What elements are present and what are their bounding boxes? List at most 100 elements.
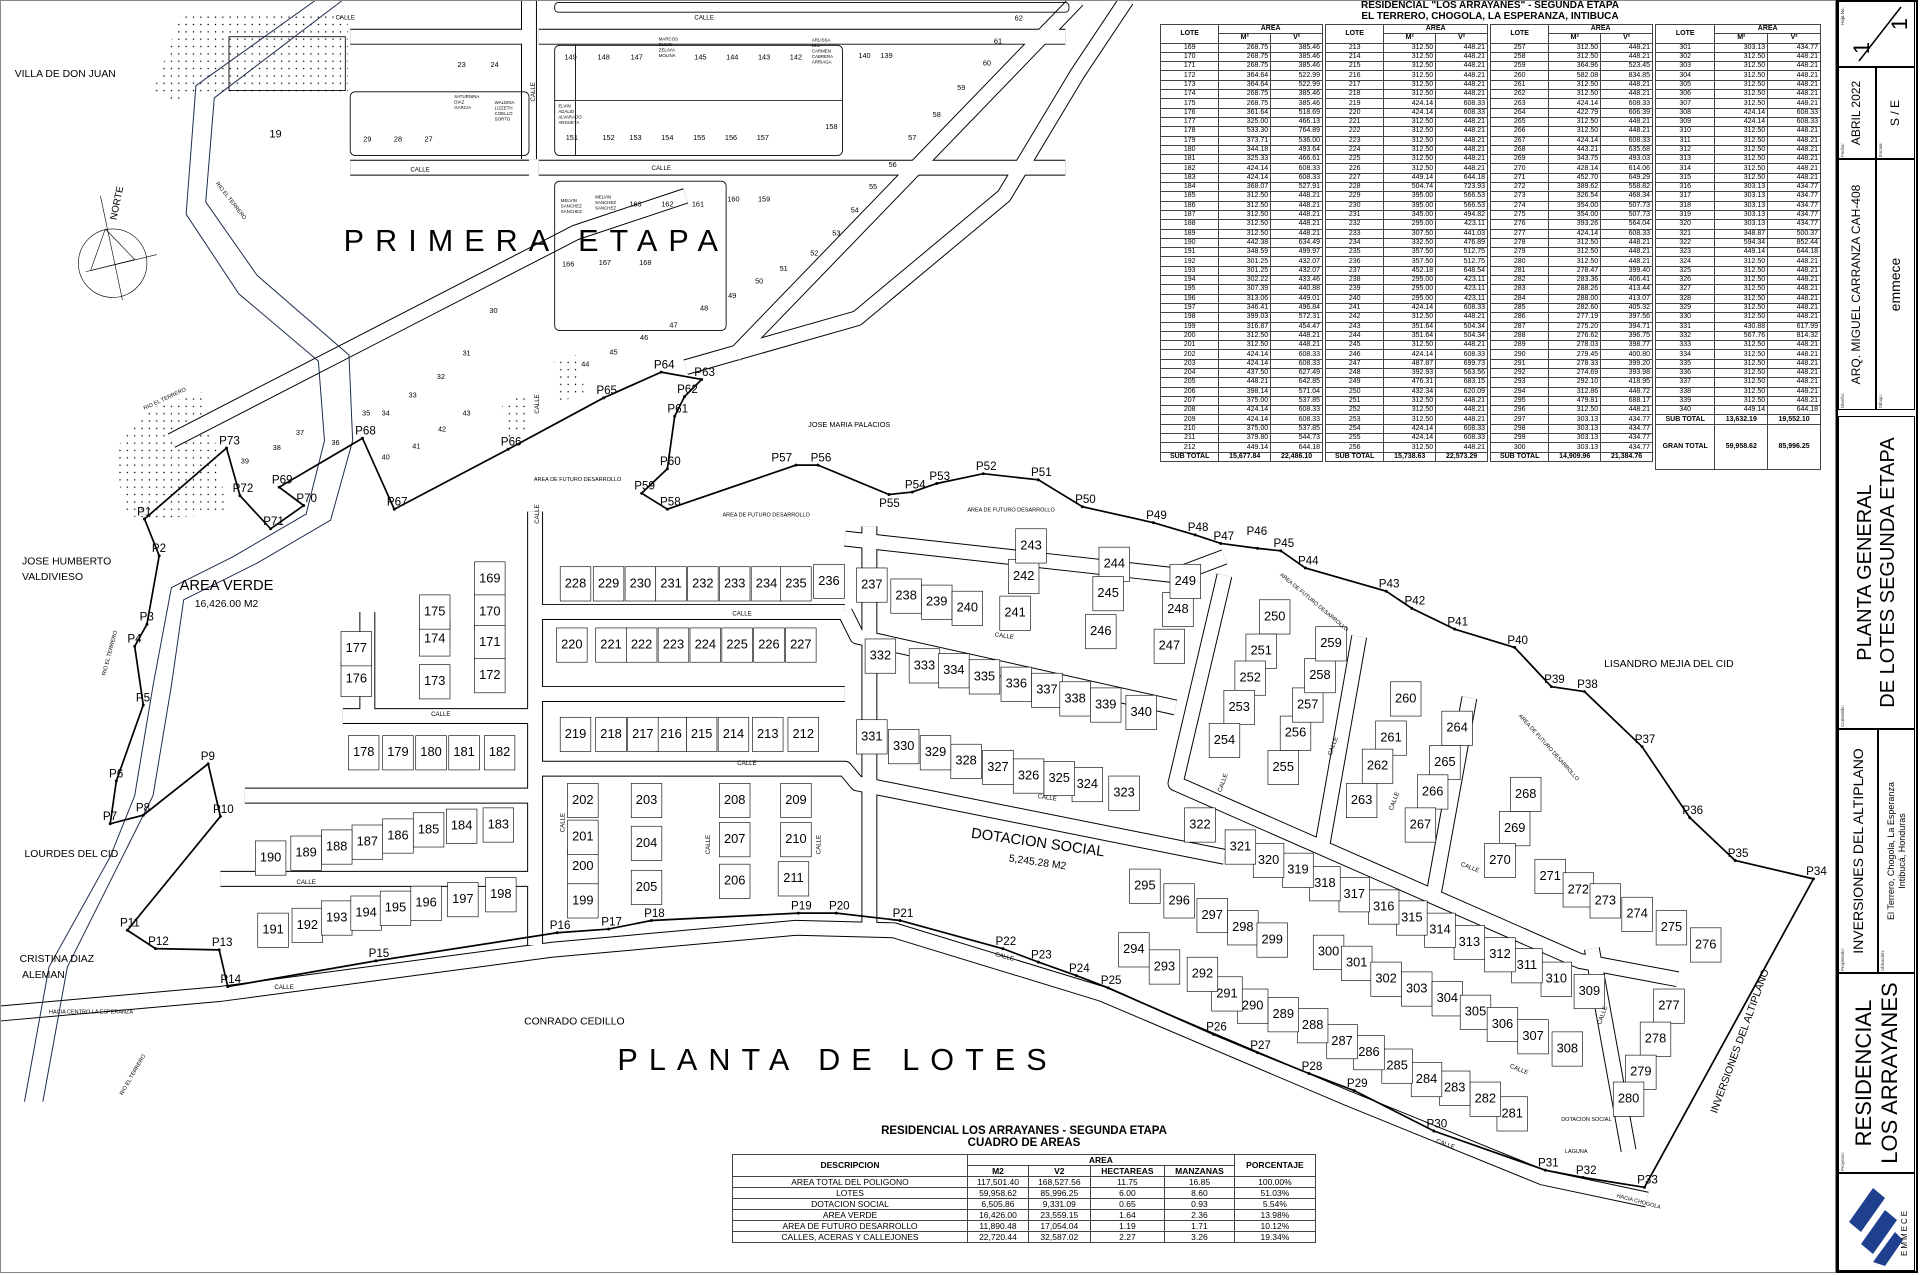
lot-parcel[interactable] — [415, 735, 447, 771]
lot-parcel[interactable] — [750, 566, 783, 602]
lot-parcel[interactable] — [1267, 750, 1299, 785]
lot-parcel[interactable] — [719, 863, 751, 899]
lot-parcel[interactable] — [257, 912, 289, 948]
lot-parcel[interactable] — [1424, 912, 1456, 948]
lot-parcel[interactable] — [1312, 934, 1345, 970]
lot-parcel[interactable] — [419, 664, 451, 700]
lot-parcel[interactable] — [951, 590, 983, 626]
lot-parcel[interactable] — [1304, 658, 1336, 694]
lot-parcel[interactable] — [1453, 925, 1486, 960]
lot-parcel[interactable] — [717, 716, 750, 752]
lot-parcel[interactable] — [1551, 1031, 1583, 1067]
lot-parcel[interactable] — [627, 716, 659, 752]
lot-parcel[interactable] — [1653, 988, 1685, 1024]
lot-parcel[interactable] — [719, 783, 751, 818]
lot-parcel[interactable] — [1252, 843, 1285, 878]
lot-parcel[interactable] — [689, 627, 721, 663]
lot-parcel[interactable] — [1441, 710, 1473, 746]
lot-parcel[interactable] — [483, 735, 516, 771]
lot-parcel[interactable] — [474, 658, 506, 694]
lot-parcel[interactable] — [1297, 1008, 1329, 1044]
lot-parcel[interactable] — [1090, 687, 1122, 723]
lot-parcel[interactable] — [595, 716, 627, 752]
lot-parcel[interactable] — [753, 627, 785, 663]
lot-parcel[interactable] — [982, 750, 1014, 785]
lot-parcel[interactable] — [446, 808, 478, 844]
lot-parcel[interactable] — [1043, 761, 1075, 796]
lot-parcel[interactable] — [1410, 1062, 1443, 1098]
lot-parcel[interactable] — [1439, 1070, 1471, 1106]
lot-parcel[interactable] — [968, 659, 1001, 695]
lot-parcel[interactable] — [447, 882, 479, 918]
lot-parcel[interactable] — [780, 783, 812, 818]
lot-parcel[interactable] — [630, 783, 663, 818]
lot-parcel[interactable] — [1153, 628, 1186, 664]
lot-parcel[interactable] — [780, 566, 812, 602]
lot-parcel[interactable] — [1469, 1081, 1501, 1117]
lot-parcel[interactable] — [1484, 843, 1516, 878]
lot-parcel[interactable] — [482, 807, 514, 843]
lot-parcel[interactable] — [1655, 910, 1688, 946]
lot-parcel[interactable] — [1338, 877, 1370, 913]
lot-parcel[interactable] — [1059, 681, 1091, 717]
lot-parcel[interactable] — [1259, 599, 1291, 635]
lot-parcel[interactable] — [1510, 776, 1542, 812]
lot-parcel[interactable] — [630, 869, 663, 905]
lot-parcel[interactable] — [780, 822, 812, 858]
lot-parcel[interactable] — [1341, 945, 1373, 981]
lot-parcel[interactable] — [567, 783, 599, 818]
lot-parcel[interactable] — [777, 861, 810, 897]
lot-parcel[interactable] — [686, 716, 718, 752]
lot-parcel[interactable] — [1429, 745, 1461, 781]
lot-parcel[interactable] — [1315, 626, 1347, 662]
lot-parcel[interactable] — [1211, 976, 1243, 1012]
lot-parcel[interactable] — [1196, 898, 1228, 934]
lot-parcel[interactable] — [719, 566, 751, 602]
lot-parcel[interactable] — [1186, 956, 1219, 992]
lot-parcel[interactable] — [1118, 932, 1150, 968]
lot-parcel[interactable] — [1169, 563, 1201, 599]
lot-parcel[interactable] — [1256, 922, 1288, 958]
lot-parcel[interactable] — [348, 735, 380, 771]
lot-parcel[interactable] — [1282, 852, 1314, 888]
lot-parcel[interactable] — [567, 849, 599, 885]
lot-parcel[interactable] — [1639, 1021, 1672, 1057]
lot-parcel[interactable] — [1031, 672, 1063, 708]
lot-parcel[interactable] — [856, 719, 888, 755]
lot-parcel[interactable] — [567, 819, 599, 855]
lot-parcel[interactable] — [592, 566, 625, 602]
lot-parcel[interactable] — [1163, 883, 1195, 919]
lot-parcel[interactable] — [752, 716, 784, 752]
lot-parcel[interactable] — [856, 567, 888, 603]
lot-parcel[interactable] — [1129, 868, 1161, 904]
lot-parcel[interactable] — [890, 578, 922, 614]
lot-parcel[interactable] — [1562, 872, 1594, 908]
lot-parcel[interactable] — [485, 877, 517, 913]
lot-parcel[interactable] — [1589, 883, 1621, 919]
lot-parcel[interactable] — [1390, 681, 1422, 717]
lot-parcel[interactable] — [1361, 748, 1394, 784]
lot-parcel[interactable] — [1208, 723, 1241, 758]
lot-parcel[interactable] — [1085, 614, 1117, 650]
lot-parcel[interactable] — [474, 561, 506, 597]
lot-parcel[interactable] — [687, 566, 719, 602]
lot-parcel[interactable] — [950, 743, 982, 779]
lot-parcel[interactable] — [379, 890, 412, 926]
lot-parcel[interactable] — [290, 835, 322, 871]
lot-parcel[interactable] — [1012, 758, 1045, 794]
lot-parcel[interactable] — [410, 885, 442, 921]
lot-parcel[interactable] — [1534, 858, 1566, 894]
lot-parcel[interactable] — [556, 627, 588, 663]
lot-parcel[interactable] — [624, 566, 657, 602]
lot-parcel[interactable] — [1496, 1096, 1528, 1132]
lot-parcel[interactable] — [1223, 690, 1255, 725]
lot-parcel[interactable] — [919, 735, 952, 771]
lot-parcel[interactable] — [626, 627, 658, 663]
lot-parcel[interactable] — [1015, 528, 1047, 564]
lot-parcel[interactable] — [1499, 811, 1531, 847]
lot-parcel[interactable] — [1224, 829, 1257, 865]
lot-parcel[interactable] — [1540, 961, 1572, 997]
lot-parcel[interactable] — [1368, 889, 1400, 925]
lot-parcel[interactable] — [1292, 687, 1324, 723]
lot-parcel[interactable] — [474, 594, 506, 630]
